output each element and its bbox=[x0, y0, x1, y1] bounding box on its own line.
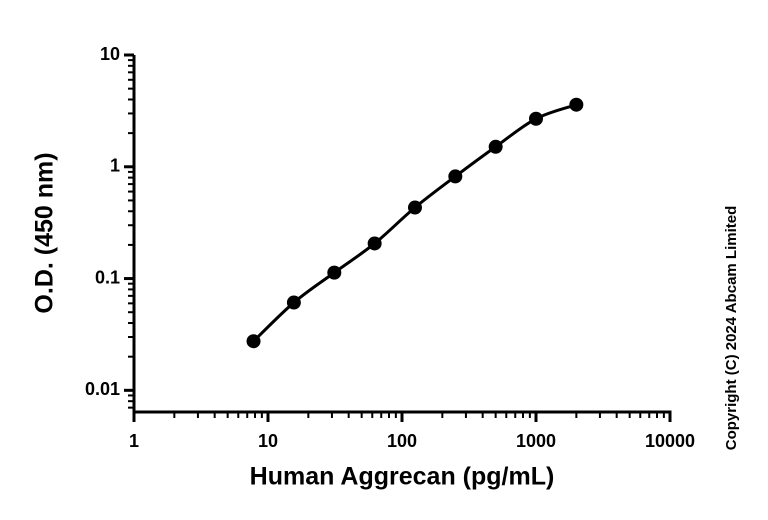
y-tick-label: 10 bbox=[100, 44, 120, 64]
point bbox=[488, 139, 503, 154]
point bbox=[569, 97, 584, 112]
x-tick-label: 1 bbox=[129, 431, 139, 451]
point bbox=[246, 334, 261, 349]
fit-curve bbox=[252, 103, 577, 343]
point bbox=[286, 295, 301, 310]
point bbox=[327, 265, 342, 280]
y-tick-label: 0.1 bbox=[95, 267, 120, 287]
x-tick-label: 10000 bbox=[645, 431, 695, 451]
y-axis-title: O.D. (450 nm) bbox=[31, 152, 59, 313]
point bbox=[448, 169, 463, 184]
y-tick-label: 0.01 bbox=[85, 379, 120, 399]
point bbox=[529, 111, 543, 126]
copyright: Copyright (C) 2024 Abcam Limited bbox=[723, 206, 740, 450]
point bbox=[367, 236, 382, 251]
y-tick-label: 1 bbox=[110, 156, 120, 176]
x-axis-title: Human Aggrecan (pg/mL) bbox=[250, 463, 555, 491]
x-tick-label: 100 bbox=[387, 431, 417, 451]
x-tick-label: 1000 bbox=[516, 431, 556, 451]
x-tick-label: 10 bbox=[258, 431, 278, 451]
point bbox=[407, 200, 422, 215]
